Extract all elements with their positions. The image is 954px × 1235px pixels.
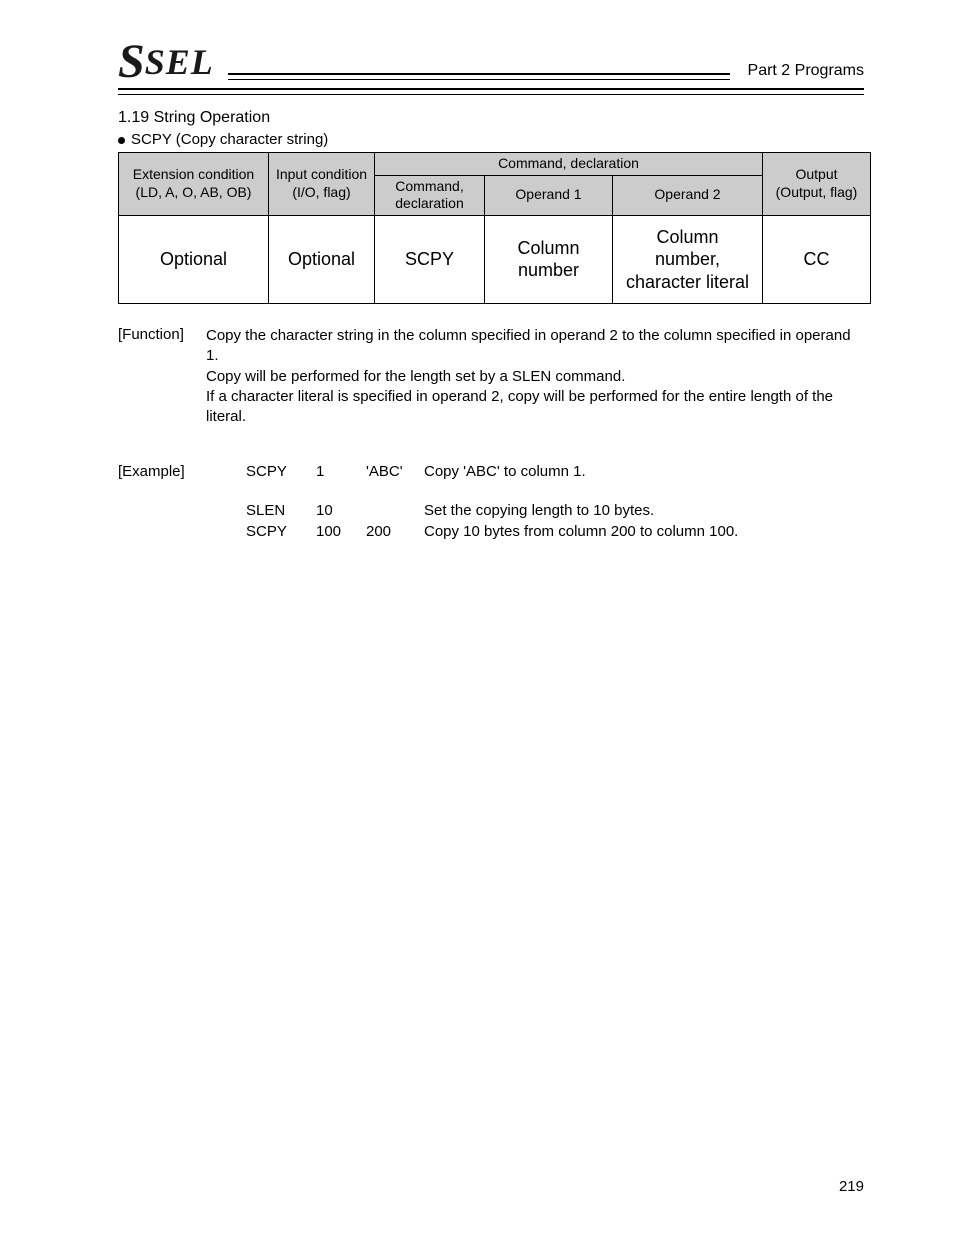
- function-label: [Function]: [118, 326, 206, 427]
- command-table: Extension condition (LD, A, O, AB, OB) I…: [118, 152, 871, 304]
- example-block: [Example] SCPY 1 'ABC' Copy 'ABC' to col…: [118, 463, 864, 540]
- th-input-cond: Input condition (I/O, flag): [269, 153, 375, 216]
- td-operand1: Column number: [485, 215, 613, 304]
- th-cmd-decl: Command, declaration: [375, 175, 485, 215]
- ex-cmd: SCPY: [246, 463, 316, 480]
- th-operand2: Operand 2: [613, 175, 763, 215]
- command-name-text: SCPY (Copy character string): [131, 131, 328, 148]
- function-line3: If a character literal is specified in o…: [206, 387, 864, 428]
- table-row: Optional Optional SCPY Column number Col…: [119, 215, 871, 304]
- example-label: [Example]: [118, 463, 246, 480]
- page-number: 219: [839, 1178, 864, 1195]
- function-block: [Function] Copy the character string in …: [118, 326, 864, 427]
- function-line1: Copy the character string in the column …: [206, 326, 864, 367]
- ex-desc: Copy 10 bytes from column 200 to column …: [424, 523, 864, 540]
- ex-op2: [366, 502, 424, 519]
- ex-op1: 1: [316, 463, 366, 480]
- th-ext-cond: Extension condition (LD, A, O, AB, OB): [119, 153, 269, 216]
- ex-desc: Copy 'ABC' to column 1.: [424, 463, 864, 480]
- td-cmd: SCPY: [375, 215, 485, 304]
- ex-op1: 100: [316, 523, 366, 540]
- ex-op2: 200: [366, 523, 424, 540]
- td-operand2: Column number, character literal: [613, 215, 763, 304]
- ex-desc: Set the copying length to 10 bytes.: [424, 502, 864, 519]
- function-line2: Copy will be performed for the length se…: [206, 367, 864, 387]
- part-label: Part 2 Programs: [748, 62, 864, 86]
- section-title: 1.19 String Operation: [118, 109, 864, 127]
- logo-text-sel: SEL: [145, 44, 214, 80]
- ex-cmd: SCPY: [246, 523, 316, 540]
- header-underline: [118, 88, 864, 95]
- header-rule: [224, 73, 738, 86]
- ex-op1: 10: [316, 502, 366, 519]
- th-cmd-decl-group: Command, declaration: [375, 153, 763, 176]
- function-body: Copy the character string in the column …: [206, 326, 864, 427]
- logo-letter-s: S: [118, 38, 143, 86]
- ex-op2: 'ABC': [366, 463, 424, 480]
- ex-cmd: SLEN: [246, 502, 316, 519]
- command-name-line: SCPY (Copy character string): [118, 131, 864, 148]
- td-ext-cond: Optional: [119, 215, 269, 304]
- td-input-cond: Optional: [269, 215, 375, 304]
- bullet-icon: [118, 137, 125, 144]
- brand-logo: S SEL: [118, 38, 214, 86]
- td-output: CC: [763, 215, 871, 304]
- th-output: Output (Output, flag): [763, 153, 871, 216]
- th-operand1: Operand 1: [485, 175, 613, 215]
